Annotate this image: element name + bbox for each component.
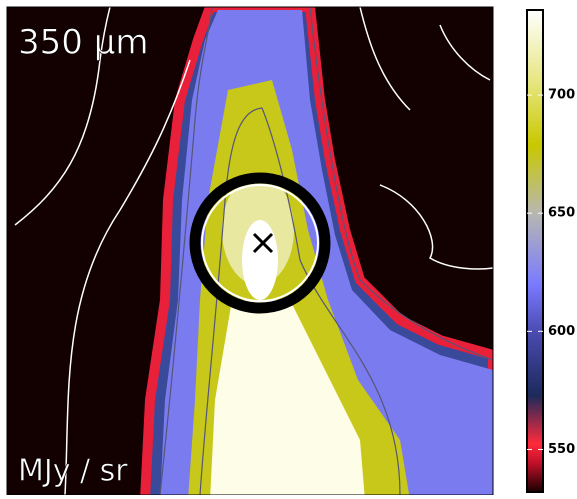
plume-core [210,300,365,495]
aperture [189,172,331,314]
core-peak [242,220,278,300]
colorbar-tick-label: 550 [548,442,575,457]
inner-contours [159,7,493,495]
colorbar-tick-label: 650 [548,206,575,221]
band-label: 350 μm [18,23,148,63]
aperture-inner [201,184,319,302]
colorbar [526,9,544,493]
map [7,7,493,495]
colorbar-tick-label: 700 [548,88,575,103]
contours [14,7,493,495]
peak-marker [252,232,274,254]
colorbar-tick-label: 600 [548,324,575,339]
unit-label: MJy / sr [18,454,128,489]
